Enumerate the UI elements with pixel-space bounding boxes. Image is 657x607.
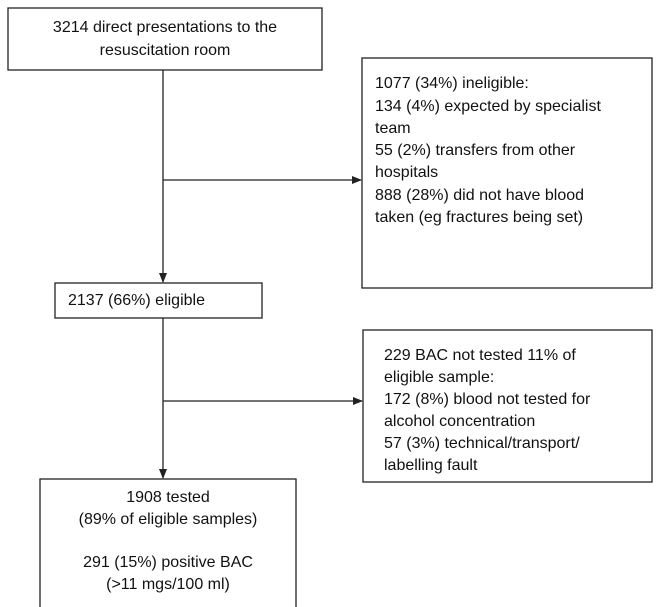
box (54, 282, 263, 319)
box-text: resuscitation room (100, 42, 231, 59)
box-text: 229 BAC not tested 11% of (384, 347, 576, 364)
box-text: alcohol concentration (384, 413, 535, 430)
box-text: 57 (3%) technical/transport/ (384, 435, 580, 452)
box (362, 329, 653, 483)
box-text: 2137 (66%) eligible (68, 292, 205, 309)
box-text: eligible sample: (384, 369, 494, 386)
box-text: 3214 direct presentations to the (53, 19, 277, 36)
box-text: 1908 tested (126, 489, 210, 506)
box-text: (>11 mgs/100 ml) (106, 576, 230, 593)
box-text: (89% of eligible samples) (79, 511, 258, 528)
box-text: 172 (8%) blood not tested for (384, 391, 591, 408)
box-text: 1077 (34%) ineligible: (375, 75, 529, 92)
box-text: 55 (2%) transfers from other (375, 142, 576, 159)
box-text: team (375, 120, 411, 137)
box-text: 291 (15%) positive BAC (83, 554, 253, 571)
box-text: 134 (4%) expected by specialist (375, 98, 601, 115)
box-text: hospitals (375, 164, 438, 181)
box (361, 57, 653, 289)
box-text: 888 (28%) did not have blood (375, 187, 584, 204)
box-text: labelling fault (384, 457, 478, 474)
box (39, 478, 297, 607)
box-text: taken (eg fractures being set) (375, 209, 583, 226)
box (7, 7, 323, 71)
